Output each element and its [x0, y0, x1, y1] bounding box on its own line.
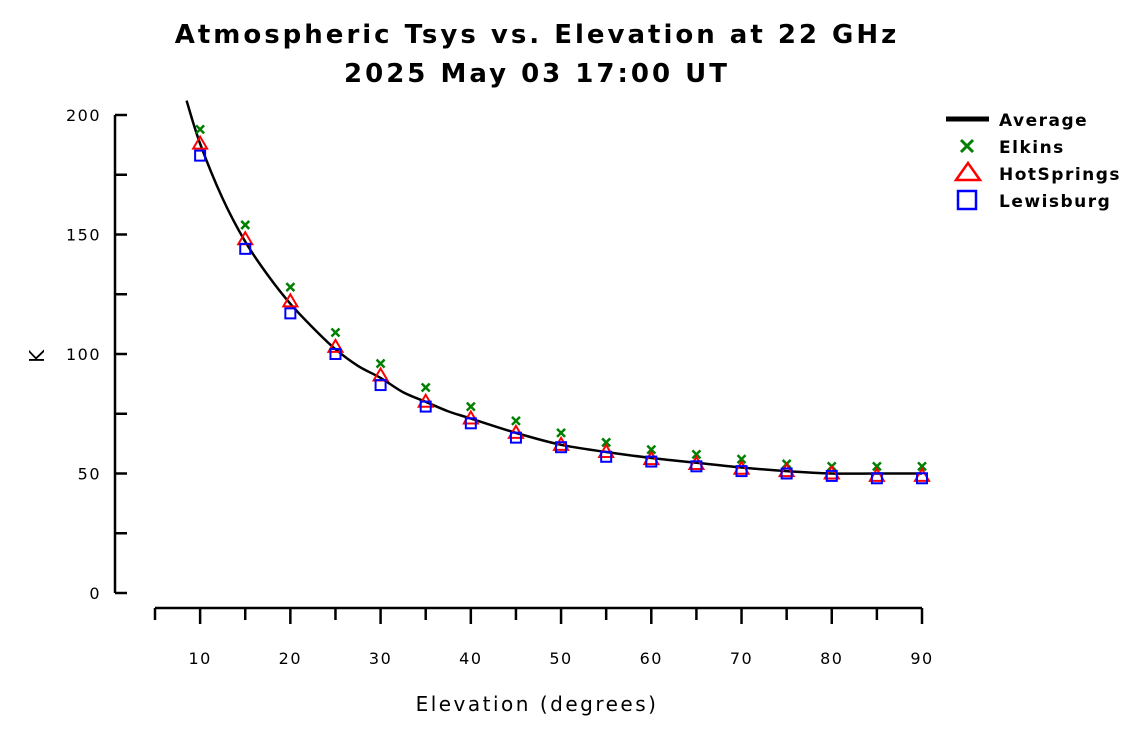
data-point-elkins [330, 327, 341, 338]
x-tick-label: 90 [910, 649, 933, 668]
x-tick-label: 50 [549, 649, 572, 668]
data-point-elkins [736, 454, 747, 465]
legend: Average Elkins HotSprings Lewisburg [946, 111, 1121, 212]
legend-marker-elkins [959, 138, 975, 154]
data-point-lewisburg [329, 348, 342, 360]
data-point-lewisburg [690, 460, 703, 473]
data-point-lewisburg [509, 431, 522, 444]
x-tick-label: 60 [640, 649, 663, 668]
data-point-elkins [871, 461, 882, 472]
data-point-elkins [195, 124, 206, 135]
data-point-hotsprings [823, 464, 841, 480]
data-point-elkins [285, 282, 296, 292]
data-point-lewisburg [555, 441, 568, 454]
y-tick-label: 0 [89, 584, 101, 603]
data-point-lewisburg [194, 149, 207, 162]
data-point-lewisburg [735, 465, 748, 478]
axes: 0 50 100 150 200 10 20 30 40 50 60 70 80 90 [66, 106, 933, 668]
data-point-elkins [556, 427, 566, 438]
x-tick-label: 70 [730, 649, 753, 668]
data-point-lewisburg [374, 379, 387, 392]
legend-label-average: Average [999, 111, 1088, 131]
data-point-hotsprings [191, 134, 209, 150]
legend-marker-hotsprings [953, 160, 983, 182]
data-point-lewisburg [780, 467, 793, 480]
data-point-elkins [691, 449, 702, 460]
y-tick-label: 200 [66, 106, 101, 125]
data-point-elkins [465, 401, 476, 412]
y-tick-label: 100 [66, 345, 101, 364]
legend-label-elkins: Elkins [999, 138, 1065, 158]
data-point-lewisburg [600, 450, 613, 463]
data-point-elkins [646, 444, 657, 455]
data-point-elkins [601, 437, 612, 448]
data-point-lewisburg [284, 307, 297, 320]
x-tick-label: 40 [459, 649, 482, 668]
data-point-hotsprings [777, 462, 796, 478]
data-point-hotsprings [642, 450, 661, 466]
data-point-lewisburg [464, 417, 477, 430]
data-point-hotsprings [732, 459, 751, 475]
y-tick-label: 150 [66, 226, 101, 245]
x-tick-label: 10 [188, 649, 211, 668]
data-point-lewisburg [825, 469, 838, 482]
y-axis-title: K [25, 347, 49, 363]
data-point-lewisburg [916, 472, 928, 485]
data-point-hotsprings [913, 466, 931, 482]
chart-subtitle: 2025 May 03 17:00 UT [344, 59, 730, 89]
data-point-elkins [375, 358, 386, 369]
legend-label-hotsprings: HotSprings [999, 165, 1121, 185]
legend-label-lewisburg: Lewisburg [999, 192, 1111, 212]
data-point-hotsprings [326, 337, 345, 353]
x-tick-label: 20 [279, 649, 302, 668]
chart-title: Atmospheric Tsys vs. Elevation at 22 GHz [175, 20, 900, 50]
data-point-hotsprings [687, 454, 706, 470]
plot-area [185, 100, 931, 485]
data-point-hotsprings [552, 435, 570, 451]
data-point-lewisburg [870, 472, 883, 485]
data-point-elkins [420, 382, 431, 393]
data-point-elkins [511, 416, 521, 426]
data-point-lewisburg [419, 400, 432, 413]
data-point-lewisburg [645, 455, 658, 468]
x-tick-label: 30 [369, 649, 392, 668]
x-tick-label: 80 [820, 649, 843, 668]
x-axis-title: Elevation (degrees) [416, 692, 659, 716]
data-point-lewisburg [239, 242, 252, 255]
data-point-elkins [917, 461, 927, 472]
y-tick-label: 50 [78, 465, 101, 484]
legend-marker-lewisburg [956, 189, 978, 211]
series-line-average [185, 100, 922, 475]
data-point-hotsprings [281, 292, 300, 308]
data-point-hotsprings [868, 466, 886, 482]
data-point-elkins [240, 220, 251, 230]
